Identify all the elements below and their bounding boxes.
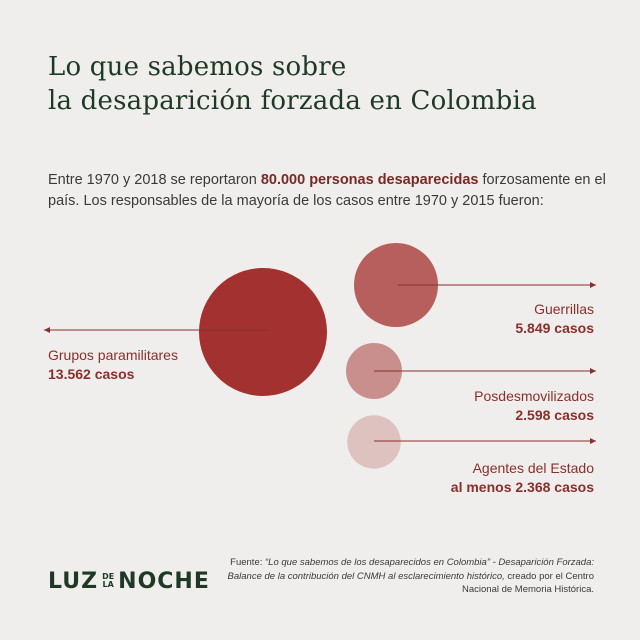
series-name: Agentes del Estado [472, 460, 594, 476]
source-citation: Fuente: “Lo que sabemos de los desaparec… [214, 556, 594, 597]
label-posdesmovilizados: Posdesmovilizados 2.598 casos [474, 387, 594, 425]
source-suffix: creado por el Centro Nacional de Memoria… [462, 570, 594, 596]
series-value: 5.849 casos [515, 320, 594, 336]
source-prefix: Fuente: [230, 557, 266, 568]
series-value: 2.598 casos [515, 407, 594, 423]
logo-word-luz: LUZ [48, 568, 99, 594]
intro-part-2: forzosamente en el país. Los responsable… [48, 172, 606, 209]
series-value: 13.562 casos [48, 366, 135, 382]
label-guerrillas: Guerrillas 5.849 casos [515, 300, 594, 338]
connector-arrow-grupos-paramilitares [44, 327, 50, 333]
intro-highlight: 80.000 personas desaparecidas [260, 172, 479, 188]
series-name: Guerrillas [534, 301, 594, 317]
label-agentes-del-estado: Agentes del Estado al menos 2.368 casos [451, 459, 594, 497]
series-value: al menos 2.368 casos [450, 479, 594, 495]
series-name: Grupos paramilitares [48, 347, 178, 363]
logo-small-top: DE [102, 572, 115, 581]
connector-arrow-guerrillas [590, 282, 596, 288]
bubble-grupos-paramilitares [199, 268, 327, 396]
bubble-guerrillas [354, 243, 438, 327]
series-name: Posdesmovilizados [474, 388, 594, 404]
intro-text: Entre 1970 y 2018 se reportaron 80.000 p… [48, 170, 608, 212]
luz-de-la-noche-logo: LUZ DE LA NOCHE [48, 566, 210, 596]
logo-small-text: DE LA [102, 573, 114, 589]
label-grupos-paramilitares: Grupos paramilitares 13.562 casos [48, 346, 178, 384]
bubble-agentes-del-estado [347, 415, 401, 469]
connector-arrow-agentes-del-estado [590, 438, 596, 444]
title-line-1: Lo que sabemos sobre [48, 52, 347, 82]
logo-word-noche: NOCHE [118, 568, 210, 594]
connector-arrow-posdesmovilizados [590, 368, 596, 374]
page-title: Lo que sabemos sobre la desaparición for… [48, 50, 608, 118]
source-title: “Lo que sabemos de los desaparecidos en … [227, 557, 594, 582]
logo-small-bottom: LA [102, 580, 114, 589]
intro-part-1: Entre 1970 y 2018 se reportaron [48, 172, 261, 188]
title-line-2: la desaparición forzada en Colombia [48, 86, 537, 116]
